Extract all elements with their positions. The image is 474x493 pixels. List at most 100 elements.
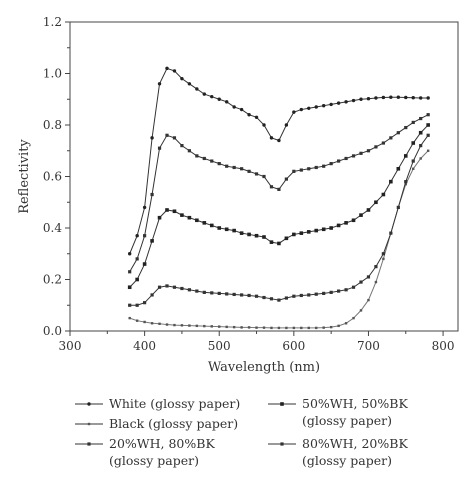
data-point (254, 115, 259, 119)
data-point (232, 325, 236, 329)
data-point (277, 326, 281, 330)
data-point (314, 292, 318, 296)
series-1 (127, 66, 430, 256)
data-point (157, 146, 162, 150)
data-point (225, 292, 229, 296)
data-point (381, 252, 385, 256)
legend-swatch-marker (87, 402, 91, 406)
data-point (344, 100, 348, 104)
legend-entry: White (glossy paper) (75, 396, 240, 411)
data-point (254, 233, 259, 238)
data-point (180, 324, 184, 327)
data-point (158, 322, 161, 325)
data-point (157, 215, 162, 220)
data-point (210, 94, 214, 99)
data-point (262, 295, 266, 300)
data-point (232, 105, 236, 109)
data-point (351, 285, 356, 289)
data-point (195, 324, 199, 328)
data-point (202, 221, 207, 225)
data-point (359, 213, 363, 217)
data-point (240, 167, 244, 171)
data-point (247, 169, 251, 173)
data-point (411, 141, 416, 145)
y-tick-label: 0.6 (43, 170, 62, 184)
data-point (344, 288, 348, 292)
data-point (150, 239, 154, 243)
data-point (277, 187, 281, 191)
data-point (314, 228, 319, 233)
data-point (254, 172, 259, 176)
data-point (142, 262, 147, 266)
data-point (165, 284, 169, 288)
legend-label: White (glossy paper) (109, 396, 240, 411)
data-point (284, 296, 288, 300)
data-point (195, 218, 199, 223)
data-point (203, 324, 206, 328)
x-axis-title: Wavelength (nm) (208, 360, 320, 375)
data-point (187, 215, 192, 220)
data-point (426, 149, 430, 152)
data-point (315, 326, 318, 330)
data-point (300, 326, 303, 330)
data-point (381, 192, 386, 197)
data-point (135, 303, 139, 307)
data-point (329, 162, 333, 166)
series-3 (128, 133, 430, 307)
data-point (143, 301, 147, 305)
data-point (419, 144, 423, 148)
data-point (210, 291, 214, 295)
data-point (262, 326, 266, 329)
data-point (366, 275, 371, 279)
data-point (299, 168, 303, 172)
data-point (411, 96, 415, 100)
data-point (172, 285, 177, 289)
data-point (426, 123, 430, 127)
data-point (128, 270, 132, 274)
data-point (225, 164, 229, 168)
data-point (412, 167, 415, 170)
data-point (329, 226, 333, 230)
data-point (426, 113, 430, 117)
data-point (202, 156, 206, 161)
data-point (277, 298, 281, 302)
data-point (165, 208, 169, 212)
data-point (277, 241, 281, 246)
data-point (299, 107, 304, 112)
data-point (157, 285, 162, 289)
legend-label: (glossy paper) (109, 453, 199, 468)
y-tick-label: 0.8 (43, 118, 62, 132)
data-point (269, 185, 274, 189)
data-point (224, 100, 229, 104)
data-point (359, 97, 363, 101)
legend-entry: 80%WH, 20%BK (glossy paper) (268, 436, 408, 468)
data-point (217, 226, 222, 230)
y-tick-label: 0.0 (43, 324, 62, 338)
data-point (396, 205, 400, 209)
data-point (202, 290, 206, 294)
data-point (210, 325, 213, 328)
data-point (255, 326, 258, 329)
data-point (240, 326, 243, 329)
data-point (143, 234, 147, 238)
data-point (269, 297, 274, 301)
data-point (329, 325, 333, 329)
data-point (277, 138, 281, 143)
legend-label: 80%WH, 20%BK (302, 436, 408, 451)
data-point (165, 66, 169, 71)
legend-swatch-marker (280, 402, 284, 406)
data-point (128, 316, 131, 320)
legend-label: Black (glossy paper) (109, 416, 238, 431)
data-point (217, 291, 221, 296)
data-point (366, 149, 371, 153)
series-group (127, 66, 430, 330)
data-point (374, 145, 378, 149)
data-point (135, 234, 139, 238)
data-point (217, 162, 221, 166)
data-point (188, 324, 191, 327)
legend-entry: Black (glossy paper) (75, 416, 238, 431)
data-point (329, 102, 333, 107)
y-tick-label: 1.0 (43, 67, 62, 81)
data-point (374, 96, 378, 100)
